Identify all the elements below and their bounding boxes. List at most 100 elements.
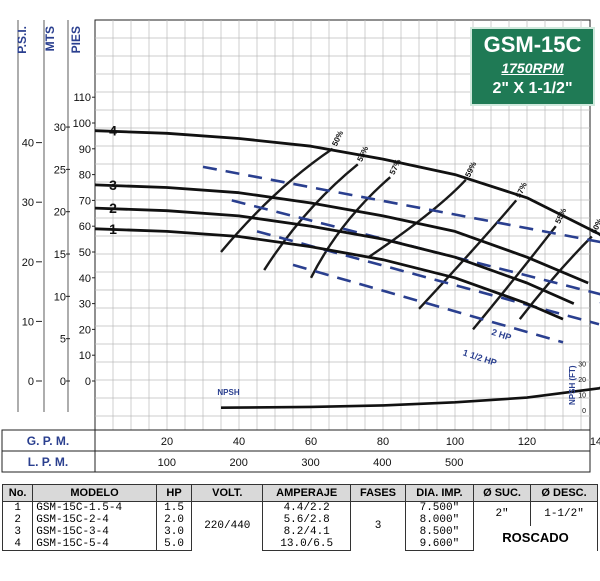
mts-axis-title: MTS bbox=[43, 26, 57, 51]
gpm-tick-label: 20 bbox=[161, 436, 173, 448]
lpm-tick-label: 500 bbox=[445, 457, 463, 469]
rpm-label: 1750RPM bbox=[501, 60, 564, 76]
gpm-tick-label: 80 bbox=[377, 436, 389, 448]
mts-tick-label: 30 bbox=[54, 122, 66, 134]
curve-number-label: 3 bbox=[109, 177, 117, 193]
pies-tick-label: 30 bbox=[79, 299, 91, 311]
head-curve-1 bbox=[94, 227, 564, 321]
cell-no: 2 bbox=[1, 514, 34, 526]
mts-tick-label: 5 bbox=[60, 334, 66, 346]
efficiency-curve bbox=[309, 176, 391, 279]
cell-hp: 1.5 bbox=[155, 501, 193, 514]
npsh-tick-label: 30 bbox=[578, 362, 586, 369]
cell-modelo: GSM-15C-5-4 bbox=[32, 538, 157, 551]
lpm-tick-label: 200 bbox=[230, 457, 248, 469]
hp-line bbox=[231, 199, 600, 296]
col-volt: VOLT. bbox=[191, 484, 264, 502]
cell-amperaje: 8.2/4.1 bbox=[262, 526, 352, 538]
cell-fases: 3 bbox=[350, 501, 406, 551]
col-hp: HP bbox=[155, 484, 193, 502]
pies-tick-label: 60 bbox=[79, 221, 91, 233]
cell-dia: 8.000" bbox=[404, 514, 475, 526]
pies-tick-label: 70 bbox=[79, 195, 91, 207]
cell-no: 1 bbox=[1, 501, 34, 514]
gpm-tick-label: 120 bbox=[518, 436, 536, 448]
mts-tick-label: 20 bbox=[54, 207, 66, 219]
model-badge: GSM-15C 1750RPM 2" X 1-1/2" bbox=[470, 27, 595, 106]
cell-amperaje: 4.4/2.2 bbox=[262, 501, 352, 514]
psi-tick-label: 0 bbox=[28, 376, 34, 388]
gpm-axis-title: G. P. M. bbox=[27, 434, 69, 448]
table-row: 3 GSM-15C-3-4 3.0 8.2/4.1 8.500" ROSCADO bbox=[1, 526, 598, 551]
lpm-axis-title: L. P. M. bbox=[28, 455, 68, 469]
model-title: GSM-15C bbox=[483, 32, 582, 57]
table-row: 2 GSM-15C-2-4 2.0 5.6/2.8 8.000" bbox=[1, 514, 598, 526]
cell-modelo: GSM-15C-1.5-4 bbox=[32, 501, 157, 514]
table-row: 1 GSM-15C-1.5-4 1.5 220/440 4.4/2.2 3 7.… bbox=[1, 501, 598, 551]
npsh-curve bbox=[220, 386, 600, 409]
npsh-tick-label: 10 bbox=[578, 393, 586, 400]
hp-line bbox=[292, 263, 564, 344]
npsh-label: NPSH bbox=[217, 388, 239, 397]
lpm-tick-label: 400 bbox=[373, 457, 391, 469]
gpm-tick-label: 40 bbox=[233, 436, 245, 448]
mts-tick-label: 10 bbox=[54, 291, 66, 303]
col-modelo: MODELO bbox=[32, 484, 157, 502]
npsh-tick-label: 0 bbox=[582, 408, 586, 415]
curve-number-label: 2 bbox=[109, 200, 117, 216]
col-desc: Ø DESC. bbox=[530, 484, 598, 502]
cell-volt: 220/440 bbox=[191, 501, 264, 551]
psi-axis-title: P.S.I. bbox=[15, 26, 29, 54]
cell-dia: 9.600" bbox=[404, 538, 475, 551]
roscado-label: ROSCADO bbox=[473, 526, 598, 551]
table-row: 4 GSM-15C-5-4 5.0 13.0/6.5 9.600" bbox=[1, 538, 598, 551]
hp-label: 3 HP bbox=[598, 296, 600, 312]
mts-tick-label: 25 bbox=[54, 164, 66, 176]
col-no: No. bbox=[1, 484, 34, 502]
spec-header-row: No. MODELO HP VOLT. AMPERAJE FASES DIA. … bbox=[1, 484, 598, 502]
lpm-tick-label: 100 bbox=[158, 457, 176, 469]
pies-tick-label: 10 bbox=[79, 350, 91, 362]
col-dia: DIA. IMP. bbox=[404, 484, 475, 502]
cell-modelo: GSM-15C-2-4 bbox=[32, 514, 157, 526]
psi-tick-label: 20 bbox=[22, 257, 34, 269]
cell-no: 3 bbox=[1, 526, 34, 538]
npsh-tick-label: 20 bbox=[578, 377, 586, 384]
mts-tick-label: 0 bbox=[60, 376, 66, 388]
cell-modelo: GSM-15C-3-4 bbox=[32, 526, 157, 538]
col-suc: Ø SUC. bbox=[473, 484, 532, 502]
psi-tick-label: 10 bbox=[22, 316, 34, 328]
psi-tick-label: 40 bbox=[22, 138, 34, 150]
mts-tick-label: 15 bbox=[54, 249, 66, 261]
pies-axis-title: PIES bbox=[69, 26, 83, 53]
cell-hp: 2.0 bbox=[155, 514, 193, 526]
efficiency-curve bbox=[418, 199, 518, 310]
cell-hp: 3.0 bbox=[155, 526, 193, 538]
cell-dia: 8.500" bbox=[404, 526, 475, 538]
size-label: 2" X 1-1/2" bbox=[492, 80, 573, 97]
cell-no: 4 bbox=[1, 538, 34, 551]
head-curve-4 bbox=[94, 129, 600, 237]
hp-line bbox=[202, 165, 600, 244]
pies-tick-label: 40 bbox=[79, 273, 91, 285]
head-curve-3 bbox=[94, 183, 589, 285]
cell-desc: 1-1/2" bbox=[530, 501, 598, 526]
cell-hp: 5.0 bbox=[155, 538, 193, 551]
pies-tick-label: 20 bbox=[79, 324, 91, 336]
gpm-tick-label: 100 bbox=[446, 436, 464, 448]
col-fases: FASES bbox=[350, 484, 406, 502]
efficiency-label: 50% bbox=[589, 217, 600, 235]
head-curve-2 bbox=[94, 206, 575, 305]
gpm-tick-label: 140 bbox=[590, 436, 600, 448]
curve-number-label: 4 bbox=[109, 123, 117, 139]
pies-tick-label: 80 bbox=[79, 170, 91, 182]
efficiency-curve bbox=[263, 163, 359, 271]
efficiency-curve bbox=[518, 235, 593, 320]
pies-tick-label: 0 bbox=[85, 376, 91, 388]
lpm-tick-label: 300 bbox=[301, 457, 319, 469]
efficiency-curve bbox=[472, 225, 557, 331]
cell-amperaje: 13.0/6.5 bbox=[262, 538, 352, 551]
pies-tick-label: 110 bbox=[73, 92, 91, 104]
cell-dia: 7.500" bbox=[404, 501, 475, 514]
pies-tick-label: 50 bbox=[79, 247, 91, 259]
